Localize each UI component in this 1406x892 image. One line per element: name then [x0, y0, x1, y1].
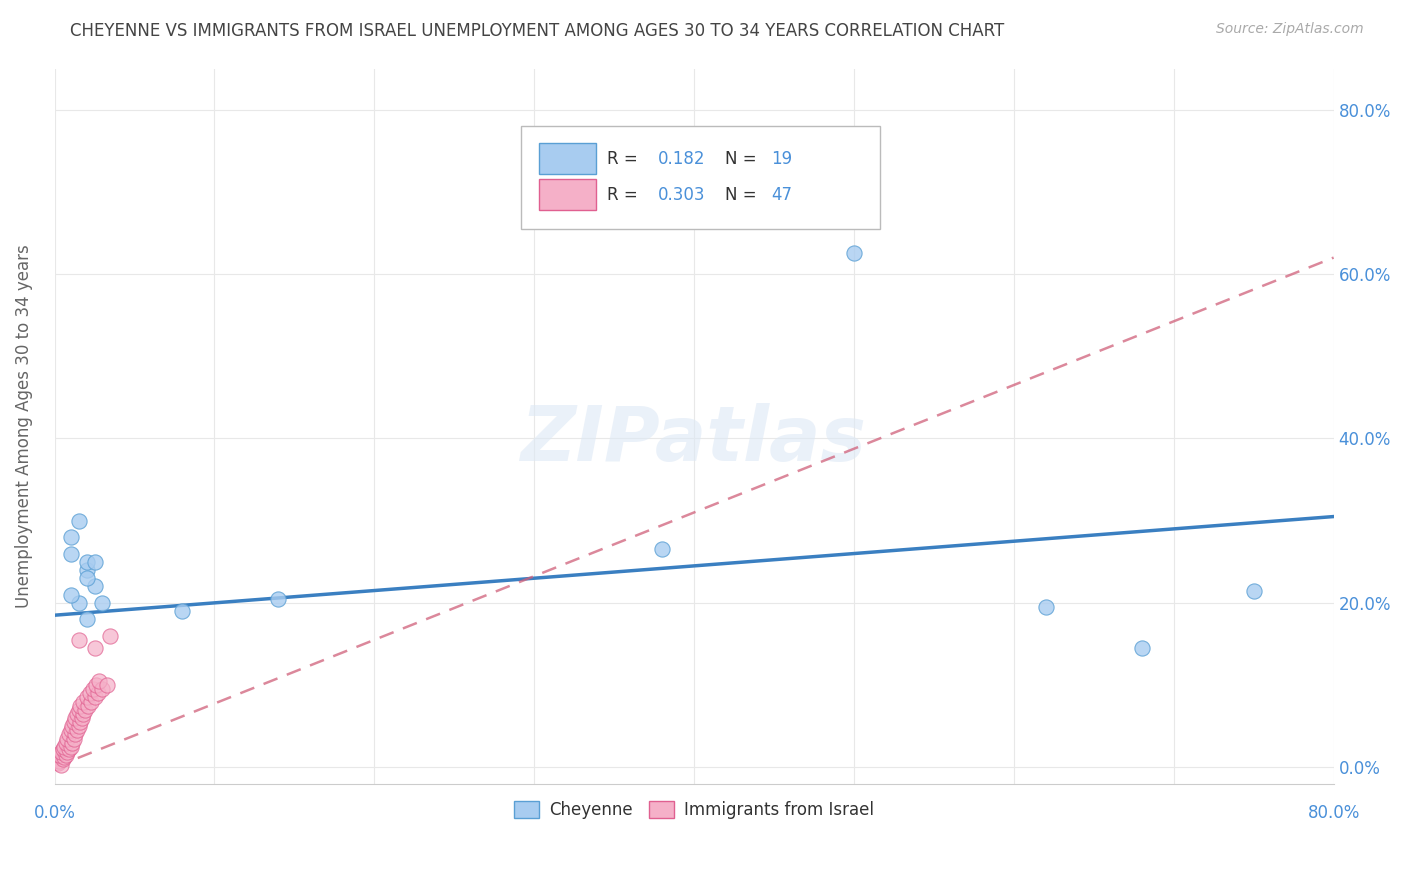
Point — [60, 719, 83, 733]
Point — [66, 723, 89, 738]
Point — [79, 686, 101, 700]
Point — [55, 736, 77, 750]
Point — [59, 723, 82, 738]
Point — [86, 686, 108, 700]
Point — [73, 703, 96, 717]
Point — [1243, 583, 1265, 598]
Point — [83, 555, 105, 569]
Point — [49, 757, 72, 772]
Point — [267, 591, 290, 606]
Point — [60, 736, 83, 750]
Text: R =: R = — [607, 186, 643, 204]
Point — [1130, 641, 1153, 656]
Text: 0.0%: 0.0% — [34, 805, 76, 822]
Legend: Cheyenne, Immigrants from Israel: Cheyenne, Immigrants from Israel — [508, 794, 882, 825]
Point — [51, 752, 73, 766]
Point — [83, 579, 105, 593]
Point — [48, 747, 70, 762]
Point — [83, 641, 105, 656]
Point — [72, 694, 94, 708]
Point — [53, 739, 76, 754]
Point — [80, 694, 103, 708]
Point — [70, 711, 93, 725]
Point — [59, 530, 82, 544]
Text: ZIPatlas: ZIPatlas — [522, 403, 868, 477]
FancyBboxPatch shape — [540, 143, 596, 174]
Point — [56, 746, 79, 760]
Point — [65, 727, 87, 741]
Point — [76, 612, 98, 626]
Point — [67, 719, 90, 733]
Point — [1035, 599, 1057, 614]
Point — [91, 596, 114, 610]
Point — [58, 727, 80, 741]
Text: N =: N = — [724, 186, 762, 204]
Point — [76, 555, 98, 569]
Point — [49, 746, 72, 760]
Point — [67, 632, 90, 647]
Point — [59, 547, 82, 561]
Text: Source: ZipAtlas.com: Source: ZipAtlas.com — [1216, 22, 1364, 37]
Text: 47: 47 — [770, 186, 792, 204]
Text: 0.303: 0.303 — [658, 186, 706, 204]
Text: R =: R = — [607, 151, 643, 169]
Text: CHEYENNE VS IMMIGRANTS FROM ISRAEL UNEMPLOYMENT AMONG AGES 30 TO 34 YEARS CORREL: CHEYENNE VS IMMIGRANTS FROM ISRAEL UNEMP… — [70, 22, 1004, 40]
Point — [84, 678, 107, 692]
Point — [48, 754, 70, 768]
Point — [89, 673, 111, 688]
Point — [46, 756, 69, 771]
Point — [76, 571, 98, 585]
Point — [100, 629, 122, 643]
Point — [65, 711, 87, 725]
Text: N =: N = — [724, 151, 762, 169]
Point — [651, 542, 673, 557]
Point — [67, 596, 90, 610]
Text: 19: 19 — [770, 151, 792, 169]
Point — [59, 588, 82, 602]
Point — [51, 742, 73, 756]
Point — [76, 563, 98, 577]
Point — [66, 706, 89, 721]
FancyBboxPatch shape — [540, 178, 596, 211]
Point — [56, 731, 79, 746]
Point — [96, 678, 118, 692]
Text: 0.182: 0.182 — [658, 151, 706, 169]
Point — [842, 246, 865, 260]
Point — [67, 703, 90, 717]
Point — [62, 715, 84, 730]
Point — [62, 731, 84, 746]
Point — [55, 747, 77, 762]
Point — [172, 604, 194, 618]
Point — [72, 706, 94, 721]
Point — [69, 698, 91, 713]
Point — [59, 739, 82, 754]
Point — [76, 690, 98, 705]
Point — [53, 750, 76, 764]
Point — [67, 514, 90, 528]
Point — [91, 682, 114, 697]
Point — [83, 690, 105, 705]
Text: 80.0%: 80.0% — [1308, 805, 1360, 822]
Point — [58, 742, 80, 756]
Point — [82, 682, 104, 697]
Point — [77, 698, 100, 713]
Y-axis label: Unemployment Among Ages 30 to 34 years: Unemployment Among Ages 30 to 34 years — [15, 244, 32, 608]
Point — [69, 715, 91, 730]
FancyBboxPatch shape — [522, 126, 880, 229]
